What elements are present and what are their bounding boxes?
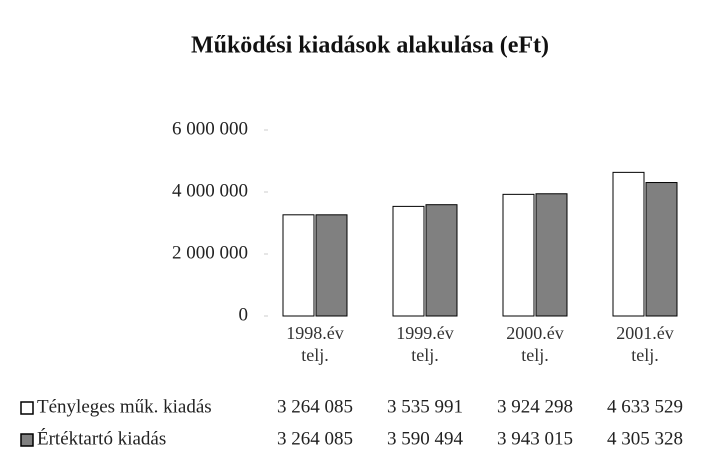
bar xyxy=(645,182,678,317)
x-tick-label: 1999.év telj. xyxy=(396,323,454,365)
bar xyxy=(282,214,315,317)
bar xyxy=(535,193,568,317)
y-tick-label: 0 xyxy=(239,304,249,325)
bar xyxy=(612,171,645,317)
y-tick-label: 6 000 000 xyxy=(172,118,248,139)
x-tick-label: 2001.év telj. xyxy=(616,323,674,365)
y-tick-label: 2 000 000 xyxy=(172,242,248,263)
legend-marker xyxy=(20,433,34,447)
bar xyxy=(502,193,535,317)
legend-label: Tényleges műk. kiadás xyxy=(37,396,212,417)
legend-label: Értéktartó kiadás xyxy=(37,427,166,449)
bar xyxy=(392,205,425,317)
data-table-value: 3 924 298 xyxy=(497,396,573,417)
data-table-value: 3 943 015 xyxy=(497,428,573,449)
data-table-value: 3 264 085 xyxy=(277,428,353,449)
data-table-value: 3 590 494 xyxy=(387,428,464,449)
data-table-value: 3 264 085 xyxy=(277,396,353,417)
data-table-value: 4 633 529 xyxy=(607,396,683,417)
chart-title: Működési kiadások alakulása (eFt) xyxy=(191,33,549,59)
bar xyxy=(315,214,348,317)
data-table-value: 3 535 991 xyxy=(387,396,463,417)
legend-marker xyxy=(20,401,34,415)
data-table-value: 4 305 328 xyxy=(607,428,683,449)
bar xyxy=(425,204,458,317)
x-tick-label: 1998.év telj. xyxy=(286,323,344,365)
y-tick-label: 4 000 000 xyxy=(172,180,248,201)
x-tick-label: 2000.év telj. xyxy=(506,323,564,365)
